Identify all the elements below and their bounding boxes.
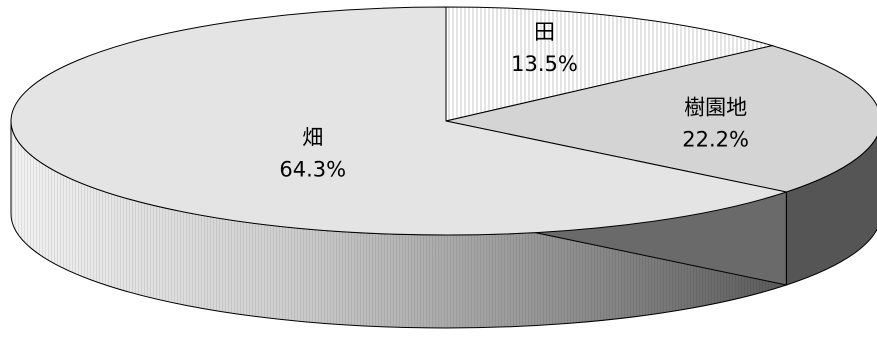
slice-label-value: 22.2%	[682, 127, 749, 151]
slice-label-value: 64.3%	[279, 158, 346, 182]
slice-label-name: 樹園地	[684, 95, 747, 119]
slice-label-name: 田	[534, 20, 555, 44]
side-wall-texture-畑-1	[11, 121, 787, 328]
pie-labels: 田 13.5% 樹園地 22.2% 畑 64.3%	[279, 20, 749, 182]
pie-slice-樹園地	[445, 45, 877, 193]
slice-label-name: 畑	[302, 126, 323, 150]
pie-slice-畑	[10, 6, 789, 236]
pie-slice-田	[445, 6, 775, 122]
slice-label-value: 13.5%	[511, 52, 578, 76]
pie-top-faces	[10, 6, 877, 236]
